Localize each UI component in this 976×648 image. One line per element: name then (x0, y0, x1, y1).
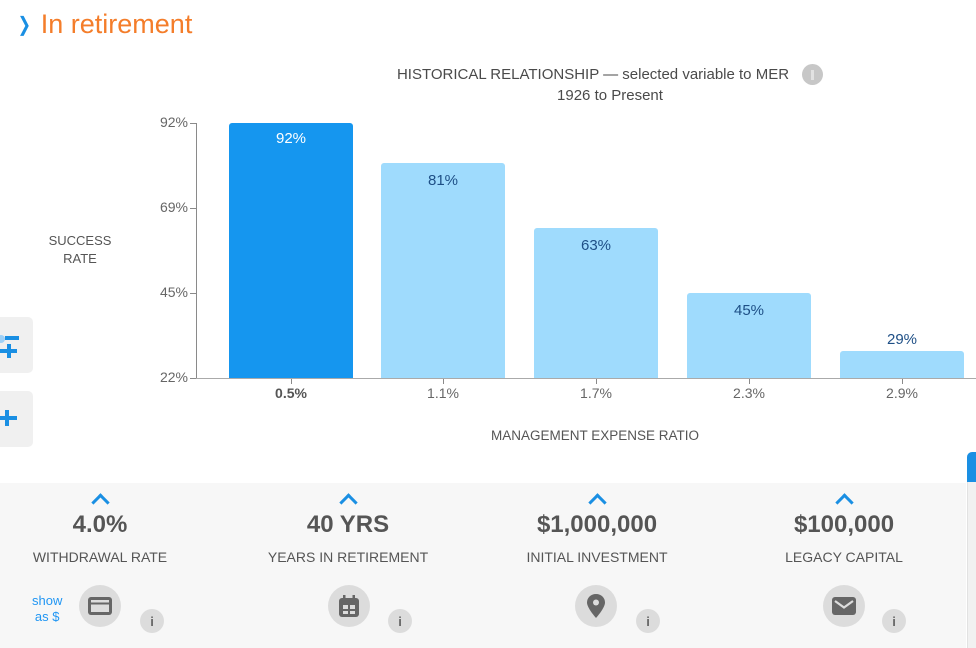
chevron-up-icon (90, 493, 110, 512)
variable-years-in-retirement: 40 YRS YEARS IN RETIREMENT i (228, 483, 468, 648)
credit-card-icon (88, 597, 112, 615)
x-tick (596, 379, 597, 384)
show-as-line2: as $ (34, 609, 60, 624)
variable-label: INITIAL INVESTMENT (526, 549, 668, 565)
x-tick (443, 379, 444, 384)
variable-value: 4.0% (72, 511, 128, 538)
chevron-up-icon (587, 493, 607, 512)
variable-label: YEARS IN RETIREMENT (267, 549, 429, 565)
bar-2-3[interactable] (687, 293, 811, 378)
bar-value-label: 81% (427, 172, 459, 189)
bar-1-7[interactable] (534, 228, 658, 378)
y-tick (190, 123, 196, 124)
y-tick-label: 45% (159, 284, 188, 300)
bar-2-9[interactable] (840, 351, 964, 378)
x-tick (291, 379, 292, 384)
calendar-button[interactable] (328, 585, 370, 627)
show-as-line1: show (32, 593, 63, 608)
envelope-button[interactable] (823, 585, 865, 627)
x-tick (749, 379, 750, 384)
x-axis-title: MANAGEMENT EXPENSE RATIO (490, 428, 700, 443)
envelope-icon (832, 597, 856, 615)
chevron-right-icon: ❯ (17, 13, 32, 36)
map-pin-icon (587, 594, 605, 618)
info-icon[interactable] (802, 64, 824, 85)
variables-panel: 4.0% WITHDRAWAL RATE show as $ i 40 YRS … (0, 483, 966, 648)
scrollbar-track[interactable] (967, 455, 976, 648)
plus-icon (0, 410, 17, 426)
x-tick-label[interactable]: 2.3% (733, 385, 765, 401)
x-tick-label[interactable]: 0.5% (275, 385, 307, 401)
increase-button[interactable] (0, 490, 220, 512)
add-button[interactable] (0, 391, 33, 447)
increase-button[interactable] (228, 490, 468, 512)
bar-1-1[interactable] (381, 163, 505, 378)
y-tick (190, 378, 196, 379)
section-title: In retirement (40, 8, 193, 39)
info-button[interactable]: i (140, 609, 164, 633)
info-button[interactable]: i (882, 609, 906, 633)
adjust-button[interactable] (0, 317, 33, 373)
y-axis-label-line1: SUCCESS (48, 233, 112, 248)
chart-subtitle: 1926 to Present (557, 87, 663, 104)
calendar-icon (339, 595, 359, 617)
chart-title: HISTORICAL RELATIONSHIP — selected varia… (396, 66, 790, 83)
info-icon: i (150, 613, 154, 629)
bar-value-label: 92% (275, 130, 307, 147)
y-tick (190, 293, 196, 294)
chart-header: HISTORICAL RELATIONSHIP — selected varia… (300, 64, 920, 104)
y-tick-label: 22% (159, 369, 188, 385)
variable-label: LEGACY CAPITAL (785, 549, 903, 565)
info-icon: i (892, 613, 896, 629)
x-tick (902, 379, 903, 384)
sliders-adjust-icon (0, 335, 19, 358)
x-axis-line (196, 378, 976, 379)
bar-value-label: 45% (733, 302, 765, 319)
x-tick-label[interactable]: 2.9% (886, 385, 918, 401)
increase-button[interactable] (477, 490, 717, 512)
y-axis-label: SUCCESS RATE (30, 232, 130, 268)
x-tick-label[interactable]: 1.1% (427, 385, 459, 401)
variable-withdrawal-rate: 4.0% WITHDRAWAL RATE show as $ i (0, 483, 220, 648)
bar-0-5[interactable] (229, 123, 353, 378)
scrollbar-thumb[interactable] (967, 452, 976, 482)
y-tick-label: 92% (159, 114, 188, 130)
bar-value-label: 63% (580, 237, 612, 254)
section-header[interactable]: ❯ In retirement (16, 6, 193, 42)
info-button[interactable]: i (388, 609, 412, 633)
bar-value-label: 29% (886, 331, 918, 348)
info-icon: i (646, 613, 650, 629)
variable-value: 40 YRS (306, 511, 390, 538)
variable-value: $1,000,000 (536, 511, 658, 538)
info-icon: i (398, 613, 402, 629)
y-axis-label-line2: RATE (63, 251, 97, 266)
y-tick-label: 69% (159, 199, 188, 215)
variable-value: $100,000 (793, 511, 895, 538)
location-button[interactable] (575, 585, 617, 627)
credit-card-button[interactable] (79, 585, 121, 627)
chevron-up-icon (338, 493, 358, 512)
variable-label: WITHDRAWAL RATE (32, 549, 168, 565)
y-tick (190, 208, 196, 209)
show-as-dollars-link[interactable]: show as $ (32, 593, 62, 625)
info-button[interactable]: i (636, 609, 660, 633)
increase-button[interactable] (724, 490, 964, 512)
variable-legacy-capital: $100,000 LEGACY CAPITAL i (724, 483, 964, 648)
x-tick-label[interactable]: 1.7% (580, 385, 612, 401)
chevron-up-icon (834, 493, 854, 512)
y-axis-line (196, 123, 197, 379)
variable-initial-investment: $1,000,000 INITIAL INVESTMENT i (477, 483, 717, 648)
